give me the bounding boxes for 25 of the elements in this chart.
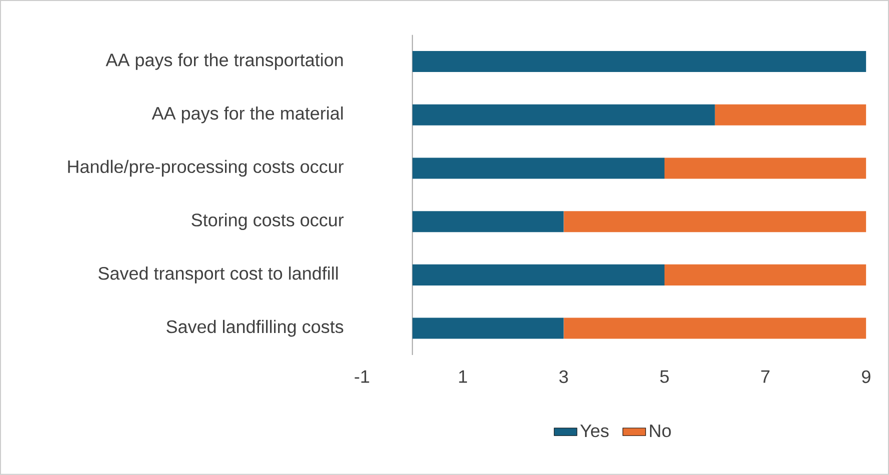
x-tick-label: 1: [459, 370, 467, 383]
bar: [412, 158, 664, 179]
x-tick-label: 5: [660, 370, 669, 383]
x-tick-label: -1: [354, 370, 370, 383]
bar: [564, 318, 866, 339]
legend-label: Yes: [580, 424, 609, 438]
bar: [664, 158, 866, 179]
y-tick-label: Handle/pre-processing costs occur: [68, 160, 344, 177]
x-tick-label: 7: [761, 370, 770, 383]
bar: [412, 211, 564, 232]
bar: [412, 318, 564, 339]
bar: [412, 51, 866, 72]
x-tick-label: 3: [559, 370, 568, 384]
bar: [412, 264, 664, 286]
y-tick-label: AA pays for the material: [152, 106, 343, 124]
y-tick-label: AA pays for the transportation: [106, 53, 343, 70]
bar: [564, 211, 866, 232]
y-tick-label: Saved landfilling costs: [166, 320, 344, 337]
x-tick-label: 9: [862, 370, 870, 384]
y-tick-label: Storing costs occur: [192, 213, 344, 230]
bar: [714, 104, 866, 126]
bar: [664, 264, 866, 286]
y-tick-label: Saved transport cost to landfill: [98, 266, 338, 284]
legend-label: No: [650, 424, 671, 438]
bar: [412, 104, 715, 126]
